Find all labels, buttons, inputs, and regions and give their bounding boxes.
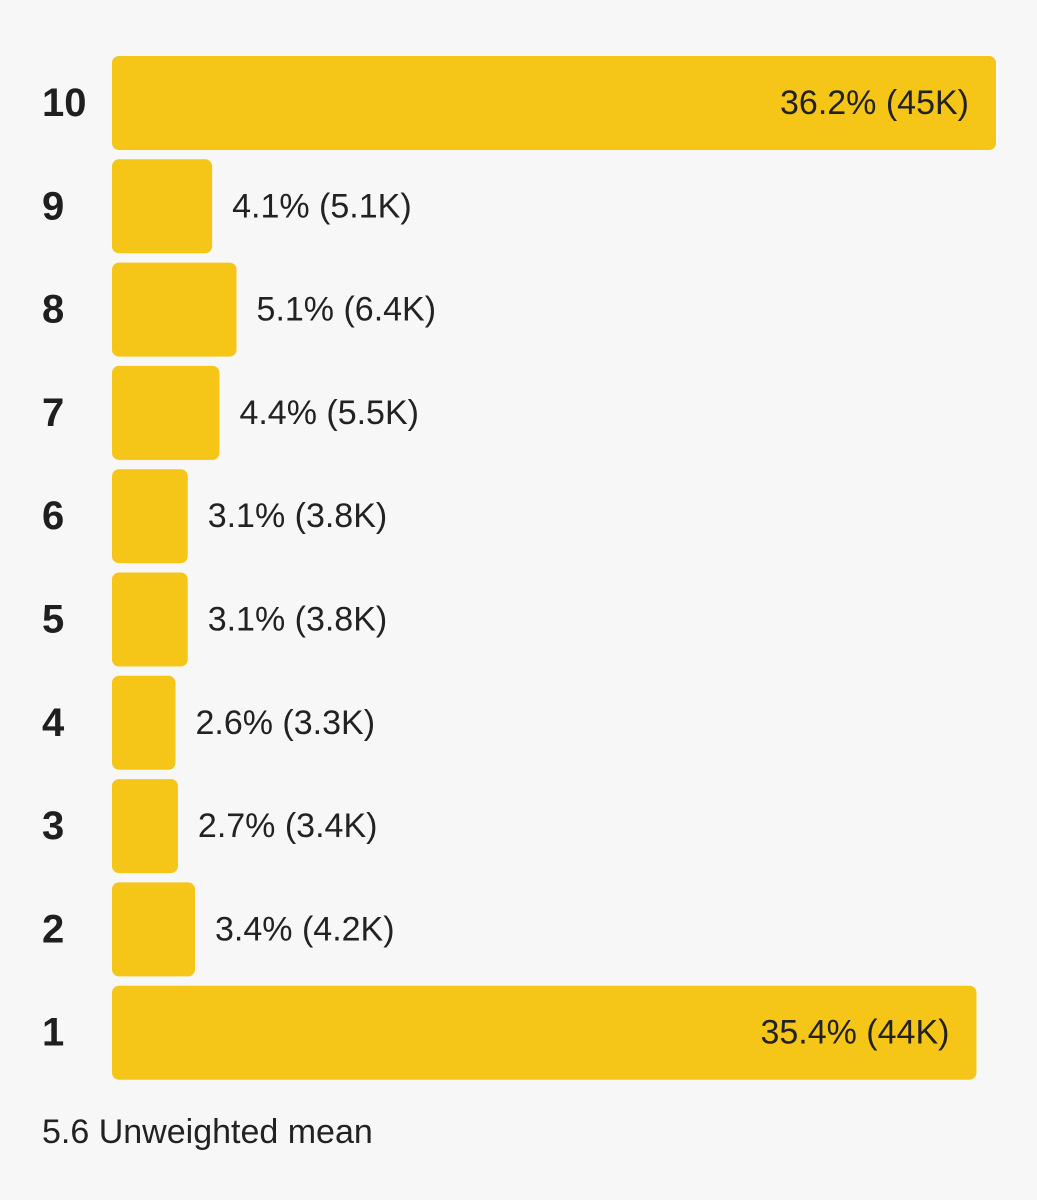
rating-label: 3: [42, 804, 64, 848]
data-label: 4.1% (5.1K): [232, 187, 412, 225]
bar: [112, 572, 188, 667]
rating-label: 1: [42, 1011, 64, 1055]
bar: [112, 365, 220, 460]
data-label: 5.1% (6.4K): [257, 291, 437, 329]
bar-group-rating-5: 5 3.1% (3.8K): [42, 572, 388, 667]
bar-group-rating-1: 1 35.4% (44K): [42, 985, 977, 1080]
rating-label: 9: [42, 184, 64, 228]
bar-group-rating-7: 7 4.4% (5.5K): [42, 365, 419, 460]
bar: [112, 159, 213, 254]
data-label: 3.4% (4.2K): [215, 910, 395, 948]
bar: [112, 779, 178, 874]
bar-group-rating-2: 2 3.4% (4.2K): [42, 882, 395, 977]
data-label: 2.7% (3.4K): [198, 807, 378, 845]
rating-label: 5: [42, 598, 64, 642]
rating-label: 6: [42, 494, 64, 538]
bar-group-rating-6: 6 3.1% (3.8K): [42, 469, 388, 564]
bar: [112, 882, 196, 977]
mean-label: Unweighted mean: [98, 1113, 373, 1151]
rating-label: 7: [42, 391, 64, 435]
data-label: 3.1% (3.8K): [208, 497, 388, 535]
bar: [112, 469, 188, 564]
rating-label: 4: [42, 701, 65, 745]
bar: [112, 985, 977, 1080]
bar-group-rating-3: 3 2.7% (3.4K): [42, 779, 378, 874]
bar-group-rating-9: 9 4.1% (5.1K): [42, 159, 412, 254]
bar: [112, 675, 176, 770]
bar-group-rating-4: 4 2.6% (3.3K): [42, 675, 375, 770]
rating-label: 2: [42, 907, 64, 951]
data-label: 2.6% (3.3K): [195, 704, 375, 742]
unweighted-mean-summary: 5.6 Unweighted mean: [42, 1113, 373, 1152]
rating-label: 10: [42, 81, 87, 125]
rating-label: 8: [42, 288, 64, 332]
data-label: 36.2% (45K): [780, 84, 969, 122]
bar: [112, 262, 237, 357]
bar-group-rating-10: 10 36.2% (45K): [42, 56, 996, 150]
data-label: 35.4% (44K): [760, 1014, 949, 1052]
bar: [112, 56, 996, 150]
data-label: 3.1% (3.8K): [208, 601, 388, 639]
bar-group-rating-8: 8 5.1% (6.4K): [42, 262, 437, 357]
mean-value: 5.6: [42, 1113, 90, 1151]
data-label: 4.4% (5.5K): [239, 394, 419, 432]
